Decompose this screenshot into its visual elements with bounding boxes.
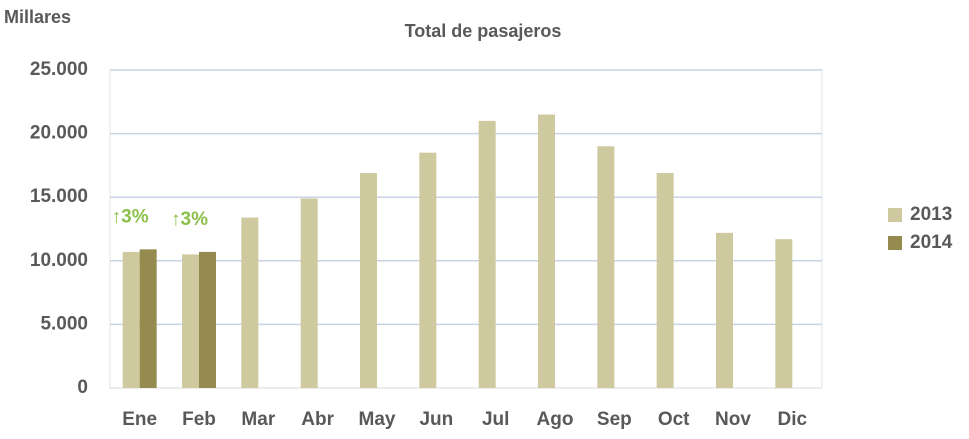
y-axis-label: Millares <box>4 7 71 27</box>
legend-label: 2013 <box>910 204 952 225</box>
x-tick-label: Jul <box>482 409 509 430</box>
x-tick-label: Nov <box>715 409 751 430</box>
y-tick-label: 20.000 <box>30 123 88 144</box>
bar <box>478 120 496 388</box>
bar <box>300 198 318 388</box>
x-tick-label: Feb <box>182 409 216 430</box>
legend-swatch <box>888 208 902 222</box>
x-tick-label: Jun <box>419 409 453 430</box>
x-tick-label: Abr <box>301 409 334 430</box>
bar <box>241 217 259 388</box>
x-tick-label: May <box>359 409 396 430</box>
x-tick-label: Oct <box>658 409 690 430</box>
y-tick-label: 0 <box>77 377 88 398</box>
y-tick-label: 5.000 <box>40 313 88 334</box>
x-tick-label: Ago <box>537 409 574 430</box>
chart-title: Total de pasajeros <box>405 21 562 41</box>
plot-area <box>109 69 823 389</box>
legend-swatch <box>888 236 902 250</box>
bar <box>419 152 437 388</box>
y-tick-label: 10.000 <box>30 250 88 271</box>
bar <box>139 249 157 388</box>
bar <box>122 251 140 388</box>
bar <box>360 173 377 388</box>
annotation: ↑3% <box>171 209 208 230</box>
x-tick-label: Mar <box>241 409 275 430</box>
x-tick-label: Dic <box>778 409 808 430</box>
y-tick-label: 25.000 <box>30 59 88 80</box>
bar <box>597 146 615 388</box>
x-tick-label: Sep <box>597 409 632 430</box>
bar <box>656 173 674 388</box>
bar <box>182 254 199 388</box>
bar <box>775 239 793 388</box>
y-tick-label: 15.000 <box>30 186 88 207</box>
bar <box>538 114 555 389</box>
bar <box>199 251 216 388</box>
x-tick-label: Ene <box>122 409 157 430</box>
bar <box>716 232 733 388</box>
legend-label: 2014 <box>910 232 953 253</box>
annotation: ↑3% <box>112 206 149 227</box>
